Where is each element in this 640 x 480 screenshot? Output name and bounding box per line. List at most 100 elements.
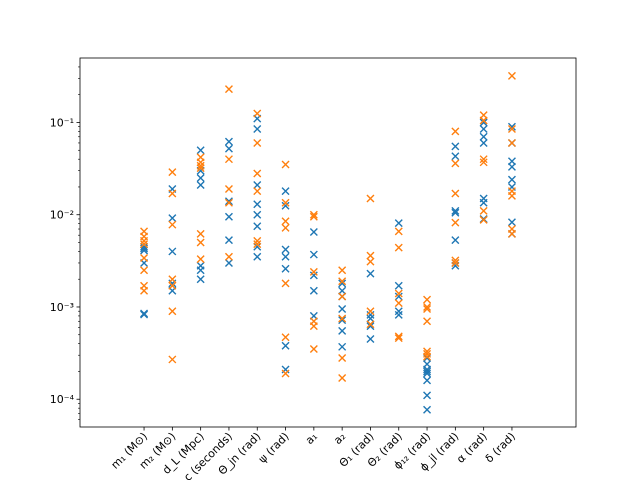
series-2 [140, 71, 516, 382]
data-point [140, 240, 149, 249]
data-point [140, 286, 149, 295]
y-tick-label: 10⁻³ [50, 301, 74, 314]
data-point [479, 215, 488, 224]
data-point [196, 164, 205, 173]
data-point [507, 175, 516, 184]
data-point [394, 243, 403, 252]
data-point [281, 223, 290, 232]
data-point [140, 236, 149, 245]
data-point [366, 334, 375, 343]
data-point [281, 279, 290, 288]
data-point [168, 214, 177, 223]
data-point [394, 292, 403, 301]
data-point [253, 109, 262, 118]
data-point [168, 307, 177, 316]
data-point [224, 185, 233, 194]
data-point [281, 341, 290, 350]
data-point [423, 405, 432, 414]
data-point [479, 124, 488, 133]
data-point [309, 322, 318, 331]
data-point [281, 187, 290, 196]
data-point [168, 355, 177, 364]
data-point [423, 367, 432, 376]
data-point [366, 257, 375, 266]
data-point [479, 132, 488, 141]
data-point [224, 197, 233, 206]
data-point [507, 191, 516, 200]
data-point [451, 159, 460, 168]
data-point [168, 189, 177, 198]
data-point [140, 246, 149, 255]
data-point [507, 218, 516, 227]
data-point [196, 275, 205, 284]
data-point [479, 116, 488, 125]
data-point [423, 317, 432, 326]
data-point [140, 310, 149, 319]
data-point [394, 227, 403, 236]
data-point [253, 242, 262, 251]
data-point [253, 222, 262, 231]
data-point [423, 302, 432, 311]
data-point [423, 295, 432, 304]
data-point [196, 255, 205, 264]
data-point [451, 142, 460, 151]
data-point [394, 281, 403, 290]
data-point [253, 210, 262, 219]
data-point [309, 271, 318, 280]
data-point [196, 266, 205, 275]
data-point [479, 118, 488, 127]
data-point [281, 333, 290, 342]
data-point [423, 369, 432, 378]
data-point [366, 251, 375, 260]
data-point [253, 236, 262, 245]
data-point [451, 206, 460, 215]
data-point [224, 137, 233, 146]
data-point [140, 253, 149, 262]
axes-frame [79, 57, 577, 428]
data-point [338, 286, 347, 295]
data-point [479, 206, 488, 215]
data-point [309, 267, 318, 276]
data-point [366, 194, 375, 203]
data-point [338, 326, 347, 335]
y-axis: 10⁻⁴ 10⁻³ 10⁻² 10⁻¹ [50, 66, 80, 420]
data-point [309, 210, 318, 219]
data-point [281, 201, 290, 210]
data-point [224, 258, 233, 267]
data-point [394, 289, 403, 298]
data-point [168, 281, 177, 290]
data-point [479, 158, 488, 167]
data-point [281, 198, 290, 207]
data-point [309, 345, 318, 354]
data-point [423, 349, 432, 358]
data-point [168, 220, 177, 229]
data-point [338, 314, 347, 323]
data-point [309, 212, 318, 221]
data-point [366, 322, 375, 331]
data-point [366, 320, 375, 329]
data-point [253, 138, 262, 147]
data-point [423, 352, 432, 361]
data-point [224, 144, 233, 153]
data-point [479, 198, 488, 207]
data-point [281, 369, 290, 378]
data-point [394, 334, 403, 343]
data-point [366, 314, 375, 323]
data-point [224, 212, 233, 221]
data-point [338, 266, 347, 275]
data-point [168, 247, 177, 256]
data-point [338, 342, 347, 351]
data-point [253, 124, 262, 133]
data-point [140, 266, 149, 275]
data-point [394, 332, 403, 341]
data-point [281, 245, 290, 254]
data-point [366, 269, 375, 278]
data-point [479, 138, 488, 147]
data-point [253, 169, 262, 178]
y-tick-label: 10⁻⁴ [50, 393, 75, 406]
data-point [338, 279, 347, 288]
data-point [224, 198, 233, 207]
data-point [423, 391, 432, 400]
data-point [224, 155, 233, 164]
